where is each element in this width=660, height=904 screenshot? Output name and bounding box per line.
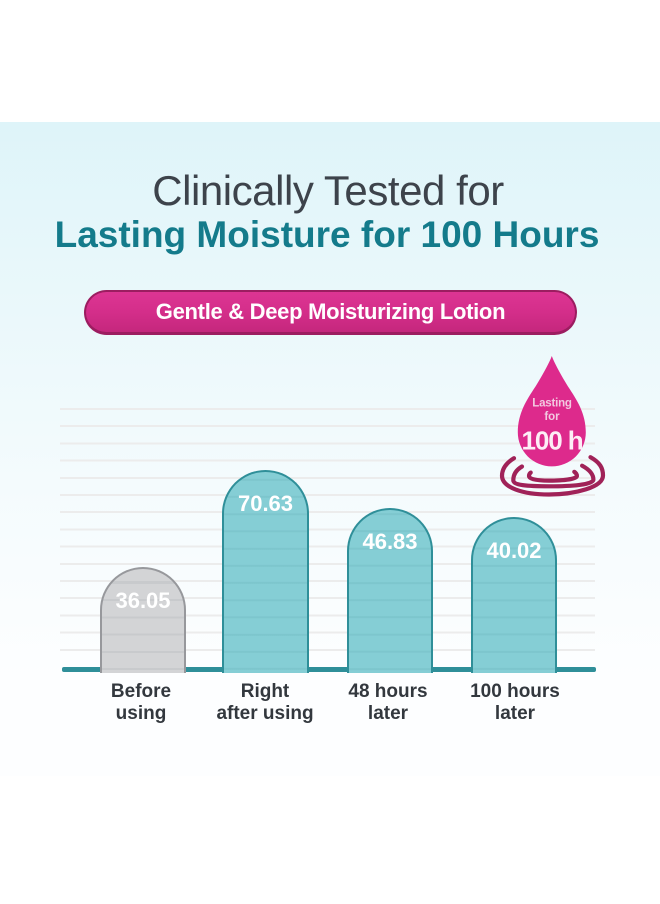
svg-text:for: for <box>544 411 560 423</box>
svg-text:Lasting: Lasting <box>532 397 572 409</box>
svg-text:100 h: 100 h <box>522 426 583 456</box>
